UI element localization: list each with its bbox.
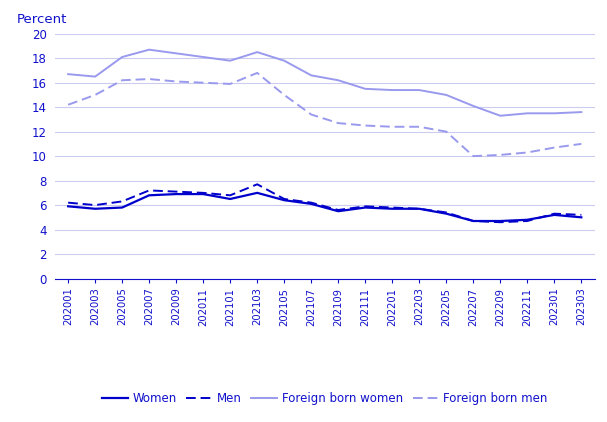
Foreign born women [524,111,531,116]
Foreign born women [172,51,180,56]
Foreign born women [226,58,234,63]
Women [254,190,261,195]
Women [280,197,288,203]
Foreign born men [308,112,315,117]
Foreign born women [497,113,504,118]
Foreign born men [172,79,180,84]
Foreign born women [388,87,396,92]
Foreign born women [200,54,207,60]
Text: Percent: Percent [17,14,67,27]
Men [280,197,288,202]
Foreign born women [334,78,342,83]
Men [362,204,369,209]
Women [443,211,450,216]
Women [226,197,234,202]
Women [146,193,153,198]
Men [200,190,207,195]
Foreign born men [578,141,585,146]
Women [524,217,531,222]
Men [92,203,99,208]
Women [497,219,504,224]
Men [146,188,153,193]
Women [578,215,585,220]
Foreign born men [226,81,234,87]
Foreign born women [443,92,450,97]
Men [524,219,531,224]
Women [118,205,126,210]
Women [388,206,396,211]
Foreign born men [551,145,558,150]
Women [362,205,369,210]
Women [172,192,180,197]
Men [118,199,126,204]
Foreign born men [118,78,126,83]
Women [92,206,99,211]
Foreign born men [470,154,477,159]
Men [470,219,477,224]
Foreign born men [524,150,531,155]
Foreign born women [578,110,585,115]
Line: Men: Men [68,184,582,222]
Foreign born women [118,54,126,60]
Foreign born men [416,124,423,129]
Foreign born men [362,123,369,128]
Foreign born men [334,121,342,126]
Line: Women: Women [68,193,582,221]
Men [254,182,261,187]
Foreign born men [92,92,99,97]
Foreign born women [416,87,423,92]
Foreign born women [280,58,288,63]
Foreign born men [146,76,153,81]
Men [416,206,423,211]
Line: Foreign born men: Foreign born men [68,73,582,156]
Foreign born men [497,152,504,157]
Men [226,193,234,198]
Men [334,208,342,213]
Women [200,192,207,197]
Women [551,212,558,217]
Foreign born men [388,124,396,129]
Men [388,205,396,210]
Foreign born men [443,129,450,134]
Men [172,189,180,194]
Men [551,211,558,216]
Men [64,200,72,205]
Men [497,220,504,225]
Women [470,219,477,224]
Women [64,204,72,209]
Legend: Women, Men, Foreign born women, Foreign born men: Women, Men, Foreign born women, Foreign … [97,387,552,410]
Foreign born women [470,103,477,108]
Women [416,206,423,211]
Foreign born men [200,80,207,85]
Foreign born men [280,92,288,97]
Foreign born men [64,102,72,107]
Women [334,209,342,214]
Foreign born women [92,74,99,79]
Men [308,200,315,205]
Men [578,212,585,217]
Women [308,201,315,206]
Foreign born women [146,47,153,52]
Foreign born men [254,70,261,76]
Men [443,210,450,215]
Foreign born women [362,87,369,92]
Foreign born women [254,49,261,54]
Foreign born women [551,111,558,116]
Foreign born women [308,73,315,78]
Foreign born women [64,72,72,77]
Line: Foreign born women: Foreign born women [68,50,582,116]
